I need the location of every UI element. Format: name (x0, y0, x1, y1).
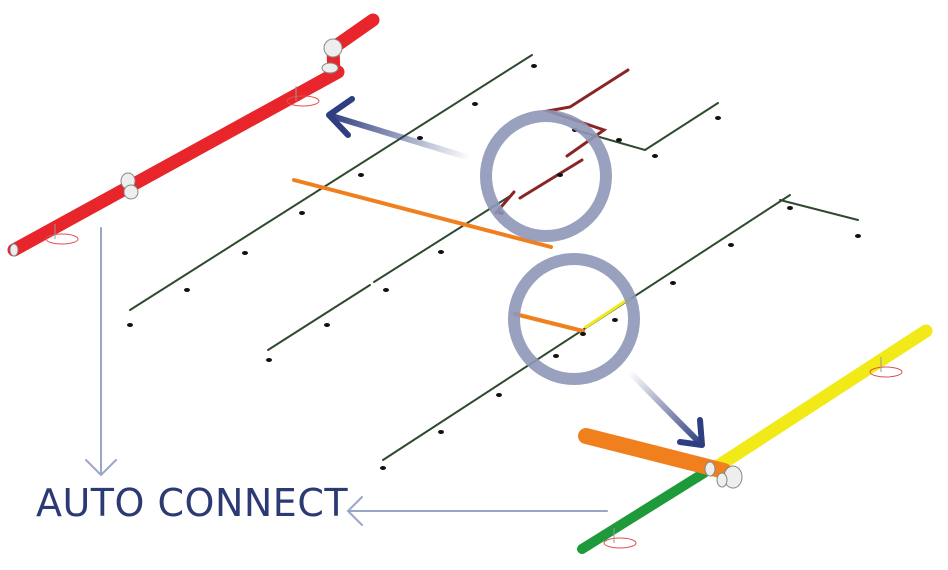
sprinkler-head (358, 173, 364, 177)
arrow-head (326, 96, 355, 138)
pipe-fitting (9, 38, 343, 257)
orange-pipe (578, 428, 732, 479)
sprinkler-head (531, 64, 537, 68)
branch-line-network (127, 54, 861, 470)
arrow-head (677, 417, 705, 448)
sprinkler-head (383, 288, 389, 292)
red-pipe-long (7, 65, 345, 257)
hanger-base (45, 233, 79, 245)
sprinkler-head (242, 251, 248, 255)
branch-line-6 (779, 199, 859, 221)
green-pipe (577, 468, 709, 554)
arrow-head (85, 459, 117, 477)
sprinkler-head (557, 173, 563, 177)
sprinkler-head (472, 102, 478, 106)
sprinkler-head (184, 288, 190, 292)
coupling-fitting (123, 184, 139, 200)
sprinkler-head (612, 318, 618, 322)
sprinkler-head (127, 323, 133, 327)
yellow-pipe (705, 324, 933, 477)
sprinkler-head (324, 323, 330, 327)
sprinkler-head (728, 243, 734, 247)
sprinkler-head (670, 281, 676, 285)
pipe-end-cap (9, 243, 19, 257)
hanger-base (603, 537, 637, 549)
auto-connect-caption: AUTO CONNECT (36, 481, 349, 525)
pipe-hanger (603, 357, 903, 549)
sprinkler-head (266, 358, 272, 362)
sprinkler-head (299, 211, 305, 215)
coupling-fitting (321, 62, 339, 74)
sprinkler-head (855, 234, 861, 238)
hanger-base (286, 95, 320, 107)
sprinkler-head (417, 136, 423, 140)
circle-highlight-icon (480, 110, 612, 242)
coupling-fitting (704, 461, 716, 477)
arrow-head (346, 496, 363, 526)
arrow-shaft (627, 369, 703, 446)
curved-arrow-icon (627, 369, 705, 448)
hanger-base (869, 366, 903, 378)
branch-lines (129, 54, 859, 461)
sprinkler-head (496, 393, 502, 397)
sprinkler-head (438, 430, 444, 434)
pipe-hanger (45, 86, 320, 245)
sprinkler-head (380, 466, 386, 470)
left-arrow-icon (346, 496, 608, 526)
coupling-fitting (716, 472, 728, 488)
sprinkler-head (553, 354, 559, 358)
branch-line-1 (129, 54, 533, 311)
down-arrow-icon (85, 227, 117, 477)
dark-red-pipe-upper (518, 158, 584, 200)
arrow-shaft (332, 114, 473, 161)
orange-pipe-thin (292, 178, 553, 249)
branch-line-3 (373, 195, 511, 283)
sprinkler-head (616, 138, 622, 142)
sprinkler-head (438, 250, 444, 254)
sprinkler-head (652, 154, 658, 158)
sprinkler-head (787, 206, 793, 210)
elbow-fitting (323, 38, 343, 58)
orange-pipe-stub (513, 312, 585, 333)
curved-arrow-icon (326, 96, 473, 161)
tee-assembly (577, 324, 933, 554)
sprinkler-head (580, 332, 586, 336)
branch-line-2 (267, 284, 371, 351)
sprinkler-head (715, 116, 721, 120)
circle-highlight-icon (508, 253, 640, 385)
pipe-fitting (704, 461, 743, 489)
yellow-pipe-thin (584, 296, 632, 329)
red-pipe-assembly (7, 13, 380, 257)
